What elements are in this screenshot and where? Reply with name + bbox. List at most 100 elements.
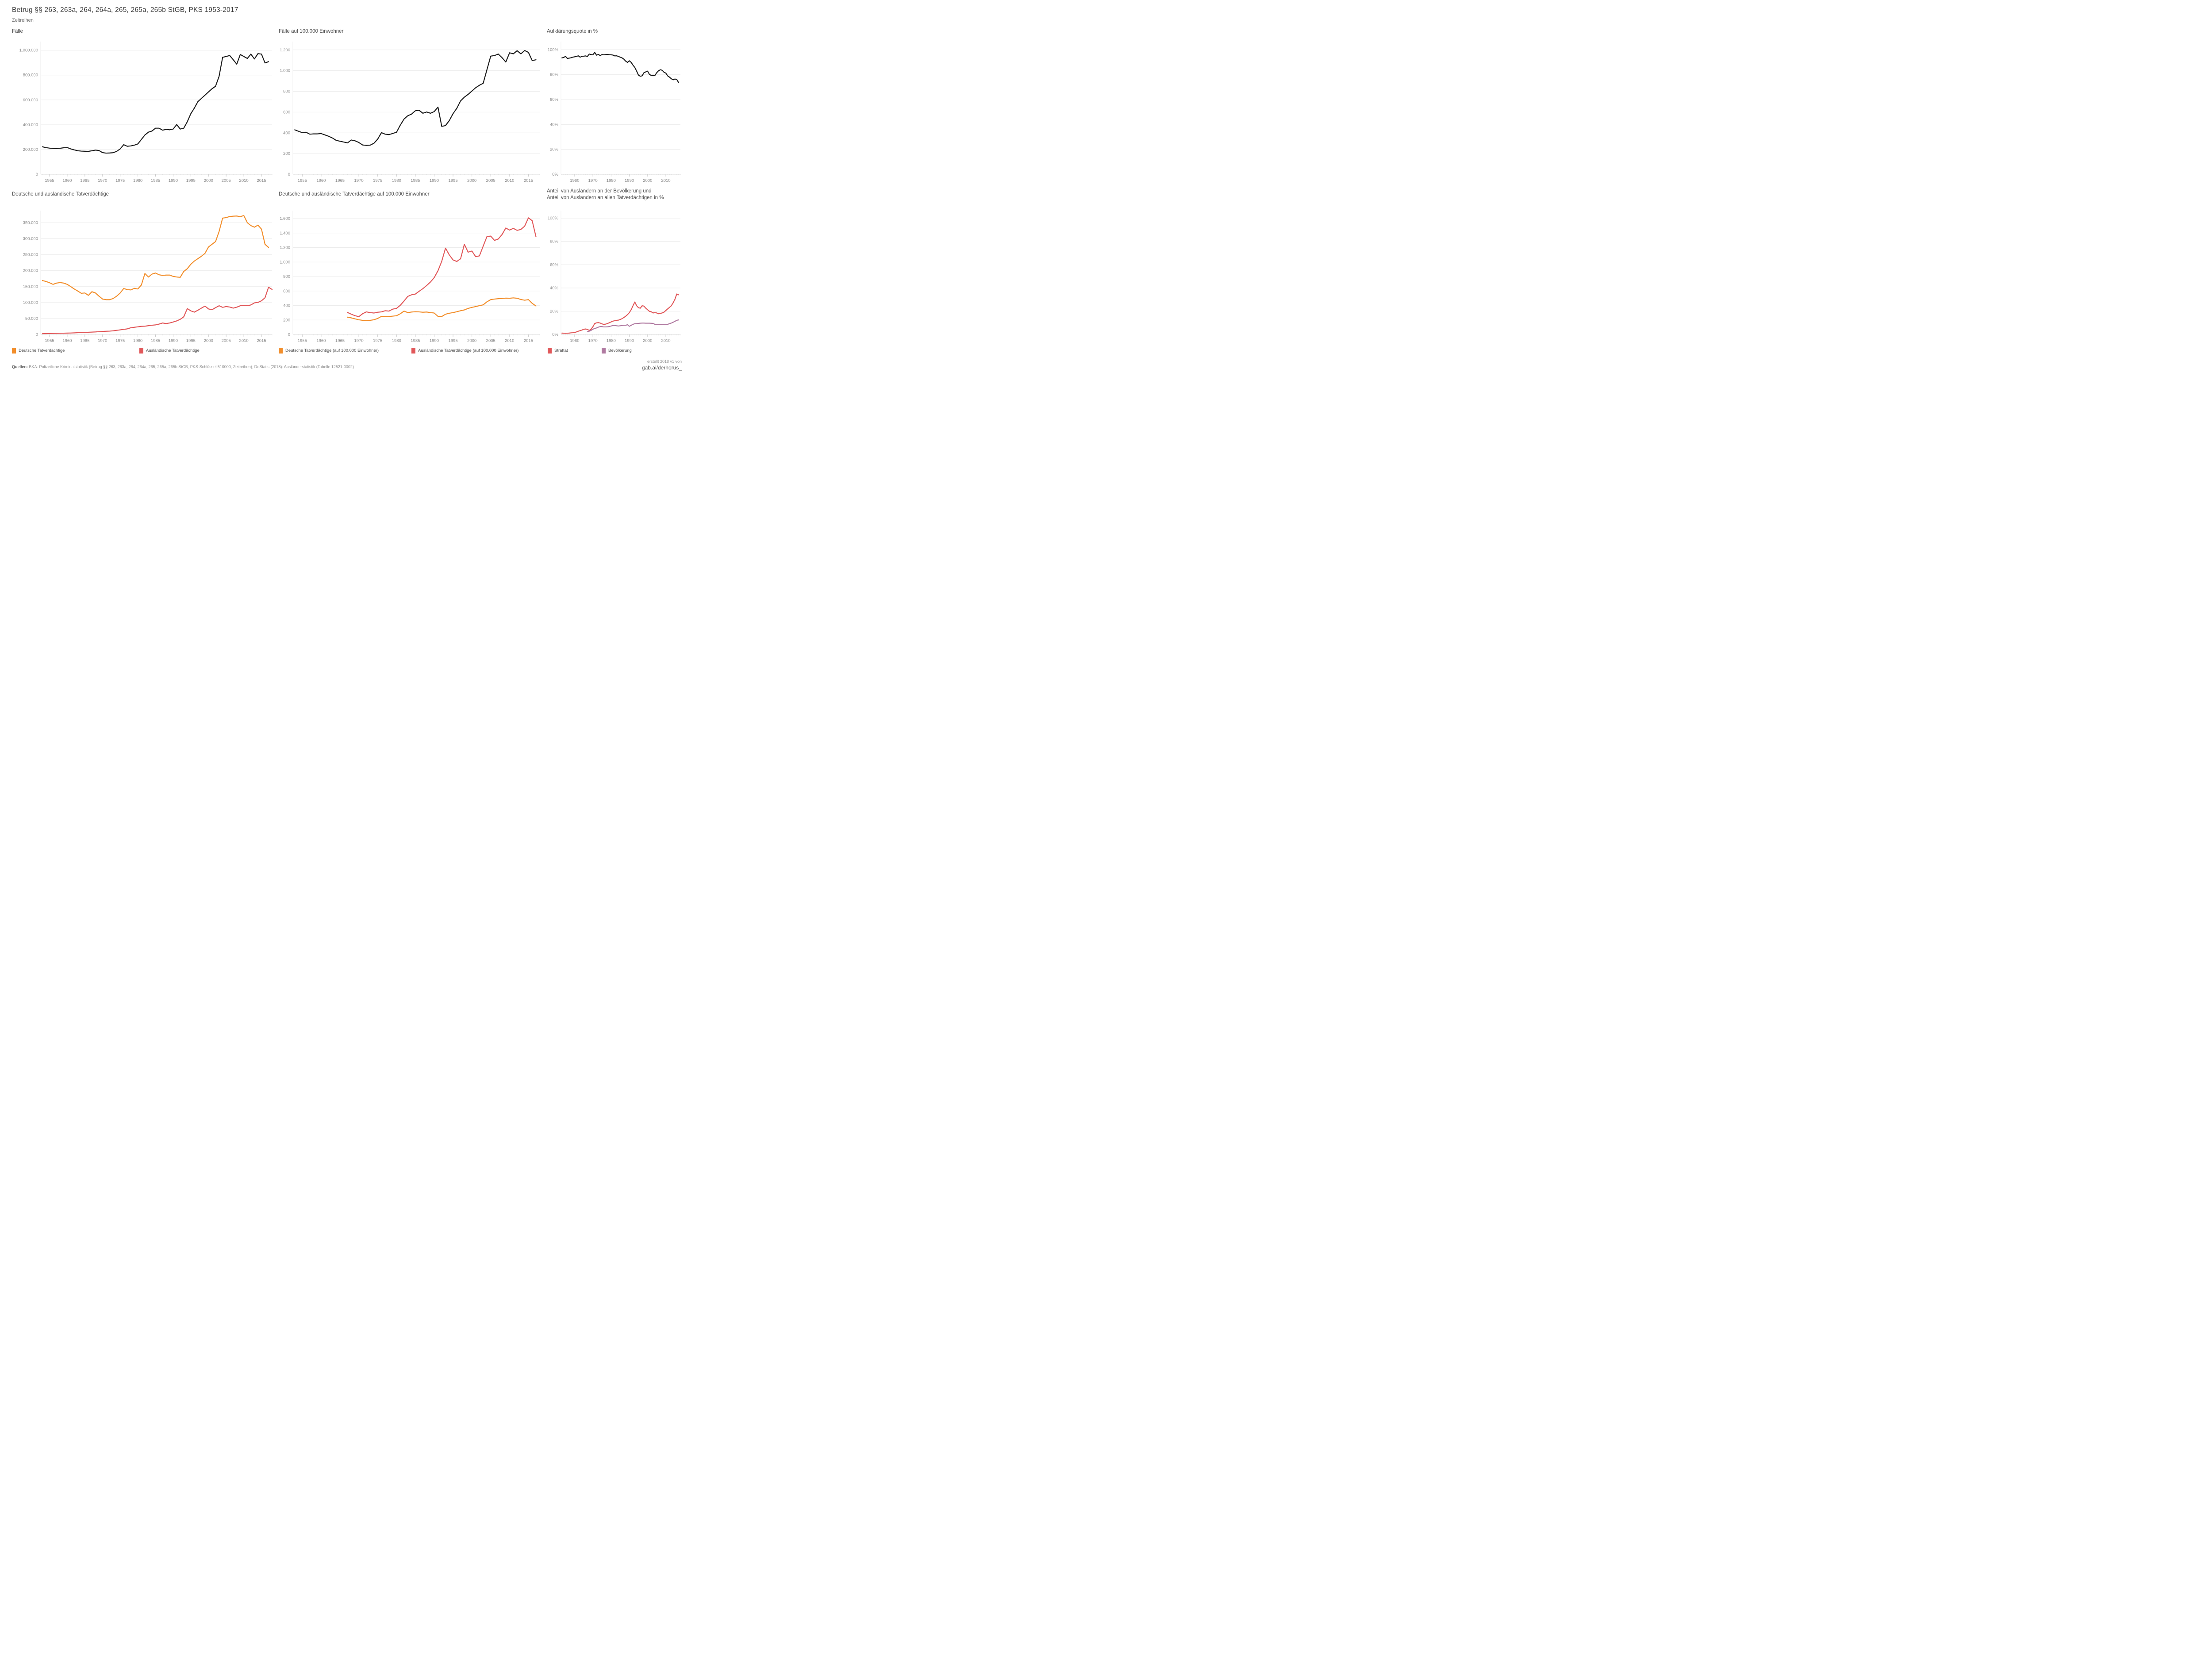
svg-text:1960: 1960	[62, 338, 72, 343]
svg-text:2015: 2015	[524, 178, 533, 183]
svg-text:1995: 1995	[186, 178, 196, 183]
svg-text:1990: 1990	[625, 338, 634, 343]
svg-text:1965: 1965	[80, 338, 89, 343]
svg-text:1970: 1970	[588, 338, 598, 343]
chart-title-aufklaerungsquote: Aufklärungsquote in %	[547, 29, 598, 34]
svg-text:1.200: 1.200	[280, 48, 290, 53]
faelle-line-chart: 1.000.000 800.000 600.000 400.000 200.000 0 19…	[19, 42, 273, 183]
svg-text:1960: 1960	[62, 178, 72, 183]
svg-text:0: 0	[36, 172, 38, 177]
legend-label: Deutsche Tatverdächtige (auf 100.000 Ein…	[285, 348, 379, 353]
svg-text:1955: 1955	[45, 178, 54, 183]
svg-text:400: 400	[283, 131, 290, 135]
sources-label: Quellen:	[12, 365, 28, 369]
svg-text:800: 800	[283, 89, 290, 94]
red-swatch-icon	[548, 347, 552, 354]
svg-text:1995: 1995	[186, 338, 196, 343]
svg-text:200.000: 200.000	[23, 269, 38, 273]
svg-text:150.000: 150.000	[23, 284, 38, 289]
sources-text: BKA: Polizeiliche Kriminalstatistik (Bet…	[28, 365, 354, 369]
svg-text:40%: 40%	[550, 286, 559, 291]
svg-text:1985: 1985	[151, 178, 160, 183]
credit-handle-link[interactable]: gab.ai/derhorus_	[641, 365, 682, 371]
credit: erstellt 2018 v1 von gab.ai/derhorus_	[642, 359, 682, 371]
svg-text:1990: 1990	[430, 178, 439, 183]
svg-text:2005: 2005	[486, 178, 495, 183]
svg-text:2005: 2005	[222, 178, 231, 183]
svg-text:0: 0	[288, 172, 290, 177]
svg-text:2000: 2000	[467, 178, 476, 183]
svg-text:1.000: 1.000	[280, 69, 290, 73]
svg-text:1.400: 1.400	[280, 231, 290, 236]
svg-text:1980: 1980	[392, 338, 401, 343]
svg-text:600.000: 600.000	[23, 98, 38, 103]
svg-text:80%: 80%	[550, 73, 559, 77]
svg-text:20%: 20%	[550, 147, 559, 152]
svg-text:1975: 1975	[373, 178, 382, 183]
svg-text:1.200: 1.200	[280, 246, 290, 250]
svg-text:80%: 80%	[550, 239, 559, 244]
svg-text:1975: 1975	[115, 178, 125, 183]
svg-text:0: 0	[36, 332, 38, 337]
svg-text:2000: 2000	[467, 338, 476, 343]
svg-text:0%: 0%	[552, 172, 558, 177]
legend-item: Deutsche Tatverdächtige	[12, 347, 139, 354]
svg-text:1975: 1975	[115, 338, 125, 343]
svg-text:2000: 2000	[204, 178, 213, 183]
svg-text:2005: 2005	[222, 338, 231, 343]
legend-label: Ausländische Tatverdächtige	[146, 348, 200, 353]
legend-item: Deutsche Tatverdächtige (auf 100.000 Ein…	[279, 347, 411, 354]
svg-text:2015: 2015	[257, 338, 266, 343]
svg-text:1960: 1960	[570, 178, 579, 183]
svg-text:1980: 1980	[133, 178, 142, 183]
svg-text:2000: 2000	[643, 178, 652, 183]
svg-text:1965: 1965	[80, 178, 89, 183]
aufklaerungsquote-line-chart: 100% 80% 60% 40% 20% 0% 1960 1970 1980 1990 2000 20…	[548, 42, 681, 183]
svg-text:1970: 1970	[588, 178, 598, 183]
legend-label: Straftat	[554, 348, 568, 353]
svg-text:600: 600	[283, 289, 290, 294]
svg-text:1955: 1955	[298, 178, 307, 183]
legend-item: Bevölkerung	[602, 347, 632, 354]
sources-note: Quellen: BKA: Polizeiliche Kriminalstati…	[12, 365, 521, 369]
auslaenderanteil-line-chart: 100% 80% 60% 40% 20% 0% 1960 1970 1980 1990 2000 20…	[548, 211, 681, 343]
svg-text:200: 200	[283, 318, 290, 323]
svg-text:1960: 1960	[316, 178, 326, 183]
svg-text:1965: 1965	[335, 178, 345, 183]
purple-swatch-icon	[602, 347, 606, 354]
orange-swatch-icon	[12, 347, 16, 354]
svg-text:1990: 1990	[430, 338, 439, 343]
svg-text:200: 200	[283, 151, 290, 156]
svg-text:100.000: 100.000	[23, 300, 38, 305]
svg-text:600: 600	[283, 110, 290, 115]
svg-text:1990: 1990	[625, 178, 634, 183]
svg-text:800.000: 800.000	[23, 73, 38, 78]
legend-tatverdaechtige-100k: Deutsche Tatverdächtige (auf 100.000 Ein…	[279, 347, 518, 354]
svg-text:1970: 1970	[98, 338, 107, 343]
svg-text:1980: 1980	[607, 178, 616, 183]
credit-line: erstellt 2018 v1 von	[647, 359, 682, 364]
svg-text:1975: 1975	[373, 338, 382, 343]
page-subtitle: Zeitreihen	[12, 18, 34, 23]
svg-text:2010: 2010	[661, 178, 670, 183]
svg-text:1970: 1970	[98, 178, 107, 183]
legend-auslaenderanteil: Straftat Bevölkerung	[548, 347, 632, 354]
chart-title-auslaenderanteil: Anteil von Ausländern an der Bevölkerung…	[547, 188, 664, 200]
svg-text:1960: 1960	[570, 338, 579, 343]
svg-text:2005: 2005	[486, 338, 495, 343]
svg-text:1990: 1990	[169, 338, 178, 343]
svg-text:1970: 1970	[354, 178, 364, 183]
svg-text:1990: 1990	[169, 178, 178, 183]
svg-text:0: 0	[288, 332, 290, 337]
red-swatch-icon	[411, 347, 415, 354]
legend-item: Straftat	[548, 347, 602, 354]
svg-text:1985: 1985	[411, 338, 420, 343]
svg-text:1995: 1995	[448, 178, 457, 183]
svg-text:1.600: 1.600	[280, 216, 290, 221]
svg-text:60%: 60%	[550, 97, 559, 102]
chart-title-tatverdaechtige-100k: Deutsche und ausländische Tatverdächtige…	[279, 192, 430, 197]
svg-text:2010: 2010	[661, 338, 670, 343]
svg-text:100%: 100%	[548, 47, 559, 52]
